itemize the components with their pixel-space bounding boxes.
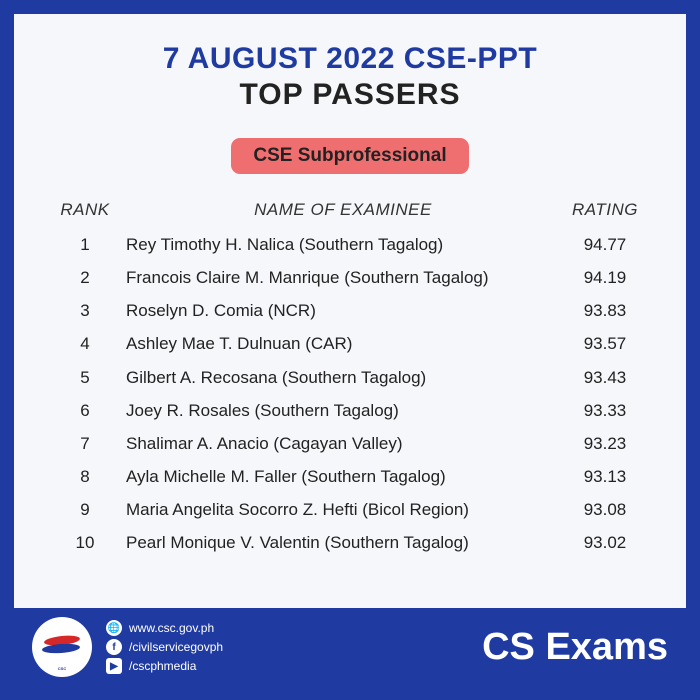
title-line1: 7 AUGUST 2022 CSE-PPT [163,42,538,76]
poster-frame: 7 AUGUST 2022 CSE-PPT TOP PASSERS CSE Su… [0,0,700,700]
col-header-name: NAME OF EXAMINEE [120,200,560,220]
title-line2: TOP PASSERS [239,78,460,112]
cell-rating: 93.23 [560,427,650,460]
category-pill: CSE Subprofessional [231,138,468,174]
cell-rating: 93.43 [560,361,650,394]
link-facebook[interactable]: f /civilservicegovph [106,639,223,655]
cell-rank: 2 [50,261,120,294]
cell-rating: 93.02 [560,526,650,559]
cell-rating: 94.19 [560,261,650,294]
footer-bar: CSC 🌐 www.csc.gov.ph f /civilservicegovp… [14,608,686,686]
passers-table: RANK NAME OF EXAMINEE RATING 1 Rey Timot… [50,200,650,559]
table-row: 5 Gilbert A. Recosana (Southern Tagalog)… [50,361,650,394]
cell-rating: 93.83 [560,294,650,327]
footer-brand: CS Exams [482,626,668,669]
csc-logo: CSC [32,617,92,677]
link-youtube[interactable]: ▶ /cscphmedia [106,658,223,674]
content-area: 7 AUGUST 2022 CSE-PPT TOP PASSERS CSE Su… [14,14,686,608]
cell-rank: 4 [50,327,120,360]
table-row: 8 Ayla Michelle M. Faller (Southern Taga… [50,460,650,493]
table-row: 10 Pearl Monique V. Valentin (Southern T… [50,526,650,559]
table-row: 7 Shalimar A. Anacio (Cagayan Valley) 93… [50,427,650,460]
cell-rank: 3 [50,294,120,327]
table-row: 9 Maria Angelita Socorro Z. Hefti (Bicol… [50,493,650,526]
cell-name: Ashley Mae T. Dulnuan (CAR) [120,327,560,360]
cell-name: Gilbert A. Recosana (Southern Tagalog) [120,361,560,394]
col-header-rating: RATING [560,200,650,220]
cell-rank: 8 [50,460,120,493]
cell-name: Rey Timothy H. Nalica (Southern Tagalog) [120,228,560,261]
cell-name: Ayla Michelle M. Faller (Southern Tagalo… [120,460,560,493]
cell-name: Shalimar A. Anacio (Cagayan Valley) [120,427,560,460]
cell-rank: 9 [50,493,120,526]
link-yt-text: /cscphmedia [129,659,196,673]
cell-rating: 94.77 [560,228,650,261]
link-web[interactable]: 🌐 www.csc.gov.ph [106,620,223,636]
cell-rating: 93.08 [560,493,650,526]
cell-rank: 10 [50,526,120,559]
cell-rating: 93.57 [560,327,650,360]
cell-name: Pearl Monique V. Valentin (Southern Taga… [120,526,560,559]
cell-rank: 7 [50,427,120,460]
facebook-icon: f [106,639,122,655]
cell-rating: 93.33 [560,394,650,427]
link-fb-text: /civilservicegovph [129,640,223,654]
table-row: 3 Roselyn D. Comia (NCR) 93.83 [50,294,650,327]
link-web-text: www.csc.gov.ph [129,621,214,635]
footer-links: 🌐 www.csc.gov.ph f /civilservicegovph ▶ … [106,620,223,674]
table-row: 1 Rey Timothy H. Nalica (Southern Tagalo… [50,228,650,261]
cell-name: Roselyn D. Comia (NCR) [120,294,560,327]
table-header: RANK NAME OF EXAMINEE RATING [50,200,650,220]
table-row: 4 Ashley Mae T. Dulnuan (CAR) 93.57 [50,327,650,360]
cell-rank: 5 [50,361,120,394]
cell-rank: 6 [50,394,120,427]
cell-rating: 93.13 [560,460,650,493]
table-row: 6 Joey R. Rosales (Southern Tagalog) 93.… [50,394,650,427]
cell-name: Joey R. Rosales (Southern Tagalog) [120,394,560,427]
cell-rank: 1 [50,228,120,261]
youtube-icon: ▶ [106,658,122,674]
cell-name: Maria Angelita Socorro Z. Hefti (Bicol R… [120,493,560,526]
globe-icon: 🌐 [106,620,122,636]
cell-name: Francois Claire M. Manrique (Southern Ta… [120,261,560,294]
col-header-rank: RANK [50,200,120,220]
table-row: 2 Francois Claire M. Manrique (Southern … [50,261,650,294]
